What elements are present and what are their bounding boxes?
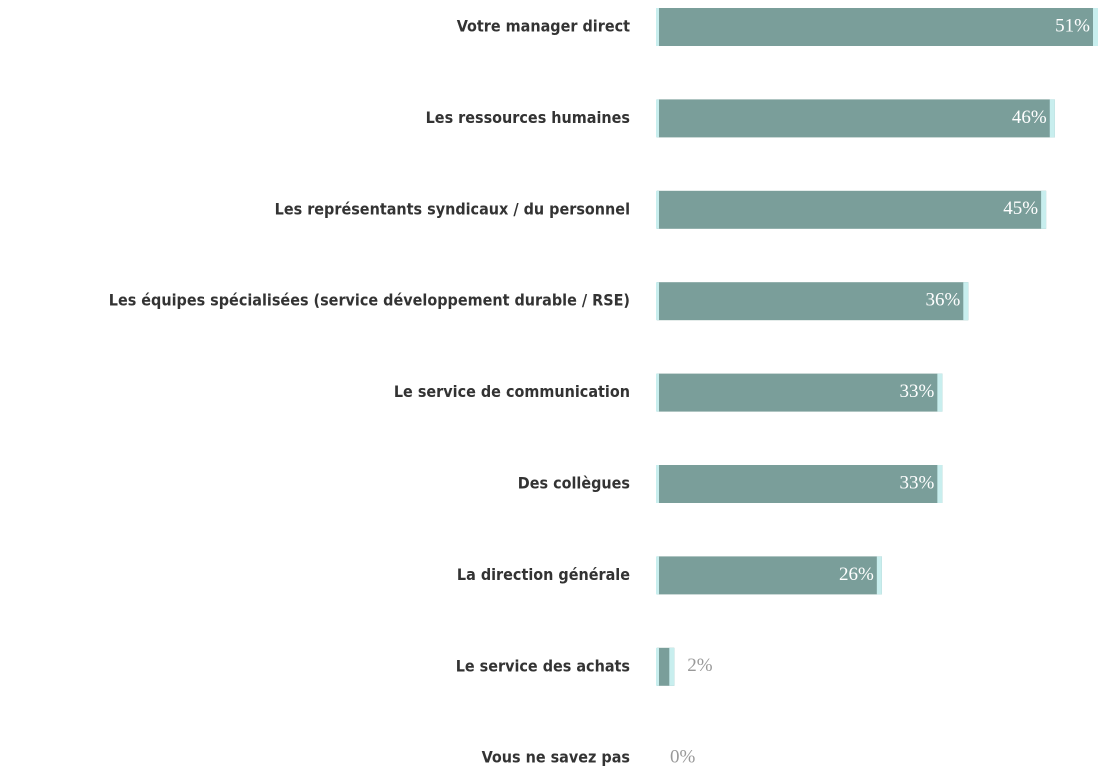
value-label: 33% — [900, 381, 935, 402]
category-label: Les ressources humaines — [426, 108, 630, 127]
value-label: 51% — [1055, 15, 1090, 36]
value-label: 36% — [925, 290, 960, 311]
bar-cap-start — [656, 556, 659, 595]
category-label: Votre manager direct — [457, 17, 630, 36]
bar-cap — [1041, 190, 1047, 229]
category-label: Des collègues — [518, 474, 630, 493]
bar-cap — [937, 465, 943, 503]
bar-cap-start — [656, 465, 659, 503]
bar-cap-start — [656, 8, 659, 46]
bar-cap — [1049, 99, 1055, 138]
bar-cap-start — [656, 373, 659, 412]
bar — [657, 190, 1047, 229]
category-label: La direction générale — [457, 565, 630, 584]
category-label: Les équipes spécialisées (service dévelo… — [109, 291, 630, 310]
category-label: Vous ne savez pas — [482, 748, 630, 767]
bar-cap — [876, 556, 882, 595]
bar-cap — [669, 647, 675, 686]
bar-cap — [937, 373, 943, 412]
category-label: Les représentants syndicaux / du personn… — [275, 199, 630, 218]
bar — [657, 99, 1055, 138]
value-label: 2% — [687, 655, 713, 676]
bar-cap-start — [656, 190, 659, 229]
bar — [657, 465, 943, 503]
category-label: Le service de communication — [394, 382, 630, 401]
bar — [657, 8, 1098, 46]
bar-cap — [1093, 8, 1098, 46]
bar-cap — [963, 282, 969, 321]
bar — [657, 373, 943, 412]
value-label: 26% — [839, 564, 874, 585]
bar-cap-start — [656, 99, 659, 138]
bar-cap-start — [656, 647, 659, 686]
bar-cap-start — [656, 282, 659, 321]
bar — [657, 282, 969, 321]
value-label: 0% — [670, 747, 696, 768]
value-label: 33% — [900, 472, 935, 493]
value-label: 46% — [1012, 107, 1047, 128]
value-label: 45% — [1003, 198, 1038, 219]
category-label: Le service des achats — [456, 656, 630, 675]
bar — [657, 556, 882, 595]
